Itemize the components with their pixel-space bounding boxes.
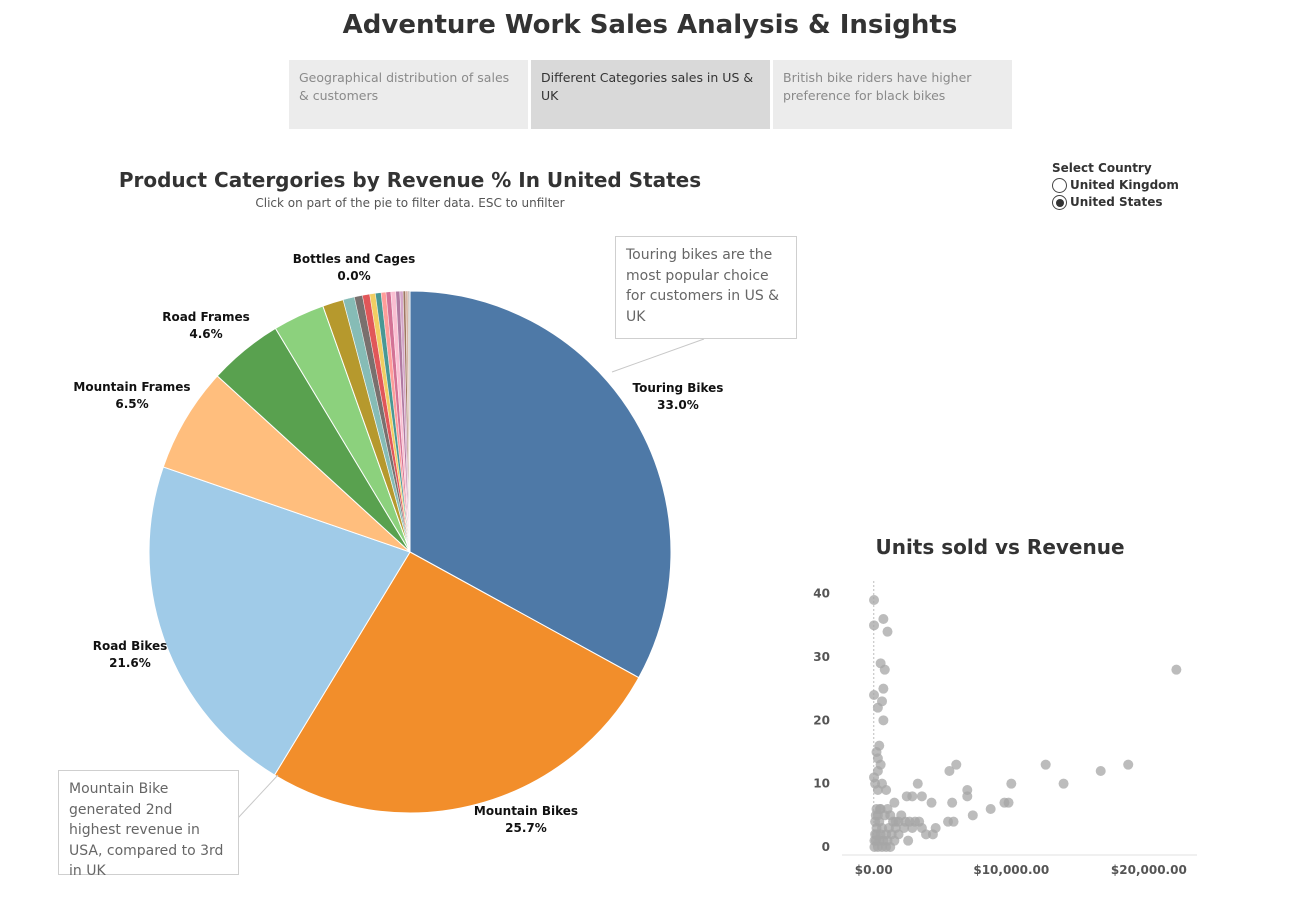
scatter-point-67[interactable] <box>927 829 938 840</box>
pie-chart-subtitle: Click on part of the pie to filter data.… <box>255 196 565 210</box>
radio-label-united-kingdom: United Kingdom <box>1070 178 1179 192</box>
scatter-point-39[interactable] <box>901 791 912 802</box>
x-tick-label-0: $0.00 <box>855 863 893 877</box>
scatter-point-74[interactable] <box>903 835 914 846</box>
pie-label-touring-bikes: Touring Bikes <box>633 381 724 395</box>
scatter-point-22[interactable] <box>951 759 962 770</box>
scatter-point-10[interactable] <box>878 715 889 726</box>
pie-slice-mountain-bikes[interactable] <box>273 551 640 814</box>
x-tick-label-20000: $20,000.00 <box>1111 863 1187 877</box>
scatter-point-20[interactable] <box>881 785 892 795</box>
mountain-bike-callout: Mountain Bike generated 2nd highest reve… <box>58 770 239 879</box>
scatter-point-40[interactable] <box>889 797 900 808</box>
scatter-point-3[interactable] <box>882 626 893 637</box>
pie-value-mountain-bikes: 25.7% <box>505 821 547 835</box>
touring-callout-connector <box>611 338 705 373</box>
scatter-point-19[interactable] <box>872 785 883 795</box>
scatter-point-32[interactable] <box>985 804 996 814</box>
scatter-chart: 0 10 20 30 40 $0.00 $10,000.00 $20,000.00 <box>813 581 1197 877</box>
scatter-point-60[interactable] <box>967 810 978 821</box>
pie-label-bottles-and-cages: Bottles and Cages <box>293 252 416 266</box>
scatter-point-61[interactable] <box>907 823 918 833</box>
radio-label-united-states: United States <box>1070 195 1163 209</box>
radio-united-kingdom[interactable]: United Kingdom <box>1052 178 1179 193</box>
dashboard-title: Adventure Work Sales Analysis & Insights <box>342 10 958 40</box>
y-tick-label-0: 0 <box>822 840 830 854</box>
scatter-point-7[interactable] <box>878 683 889 694</box>
pie-value-road-frames: 4.6% <box>189 327 222 341</box>
scatter-point-27[interactable] <box>1095 766 1106 776</box>
scatter-point-37[interactable] <box>916 791 927 802</box>
pie-label-mountain-frames: Mountain Frames <box>73 380 190 394</box>
scatter-point-2[interactable] <box>878 614 889 624</box>
country-filter-title: Select Country <box>1052 161 1152 175</box>
scatter-point-21[interactable] <box>912 778 923 789</box>
radio-unselected-icon[interactable] <box>1052 178 1067 193</box>
scatter-point-0[interactable] <box>869 595 880 605</box>
pie-slice-touring-bikes[interactable] <box>409 290 672 679</box>
scatter-point-6[interactable] <box>869 690 880 700</box>
x-tick-label-10000: $10,000.00 <box>973 863 1049 877</box>
pie-value-bottles-and-cages: 0.0% <box>337 269 370 283</box>
scatter-point-26[interactable] <box>1058 778 1069 789</box>
tab-categories-us-uk[interactable]: Different Categories sales in US & UK <box>531 60 770 129</box>
y-tick-label-10: 10 <box>813 777 830 791</box>
scatter-point-35[interactable] <box>947 797 958 808</box>
scatter-point-29[interactable] <box>1171 664 1182 675</box>
scatter-point-36[interactable] <box>926 797 937 808</box>
pie-label-mountain-bikes: Mountain Bikes <box>474 804 578 818</box>
y-tick-label-20: 20 <box>813 713 830 727</box>
scatter-point-34[interactable] <box>962 791 973 802</box>
scatter-point-84[interactable] <box>885 842 896 852</box>
scatter-point-28[interactable] <box>1123 759 1134 770</box>
tab-geographical-distribution[interactable]: Geographical distribution of sales & cus… <box>289 60 528 129</box>
radio-selected-icon[interactable] <box>1052 195 1067 210</box>
tab-british-black-bikes[interactable]: British bike riders have higher preferen… <box>773 60 1012 129</box>
pie-chart-title: Product Catergories by Revenue % In Unit… <box>118 168 702 192</box>
scatter-chart-title: Units sold vs Revenue <box>875 535 1125 559</box>
y-tick-label-40: 40 <box>813 587 830 601</box>
pie-value-road-bikes: 21.6% <box>109 656 151 670</box>
scatter-point-89[interactable] <box>874 804 885 814</box>
scatter-point-5[interactable] <box>879 664 890 675</box>
scatter-point-9[interactable] <box>872 702 883 713</box>
pie-label-road-bikes: Road Bikes <box>93 639 168 653</box>
scatter-point-86[interactable] <box>871 829 882 840</box>
pie-value-mountain-frames: 6.5% <box>115 397 148 411</box>
mountain-callout-connector <box>237 774 279 819</box>
scatter-point-25[interactable] <box>1040 759 1051 770</box>
y-tick-label-30: 30 <box>813 650 830 664</box>
pie-value-touring-bikes: 33.0% <box>657 398 699 412</box>
pie-label-road-frames: Road Frames <box>162 310 250 324</box>
scatter-point-31[interactable] <box>1003 797 1014 808</box>
pie-slice-road-bikes[interactable] <box>148 466 411 776</box>
pie-chart: Touring Bikes 33.0% Mountain Bikes 25.7% Roa… <box>73 252 724 835</box>
scatter-point-59[interactable] <box>948 816 959 827</box>
scatter-point-24[interactable] <box>1006 778 1017 789</box>
scatter-point-23[interactable] <box>944 766 955 776</box>
touring-bikes-callout: Touring bikes are the most popular choic… <box>615 236 797 339</box>
scatter-point-68[interactable] <box>916 823 927 833</box>
radio-united-states[interactable]: United States <box>1052 195 1163 210</box>
scatter-point-1[interactable] <box>869 620 880 631</box>
